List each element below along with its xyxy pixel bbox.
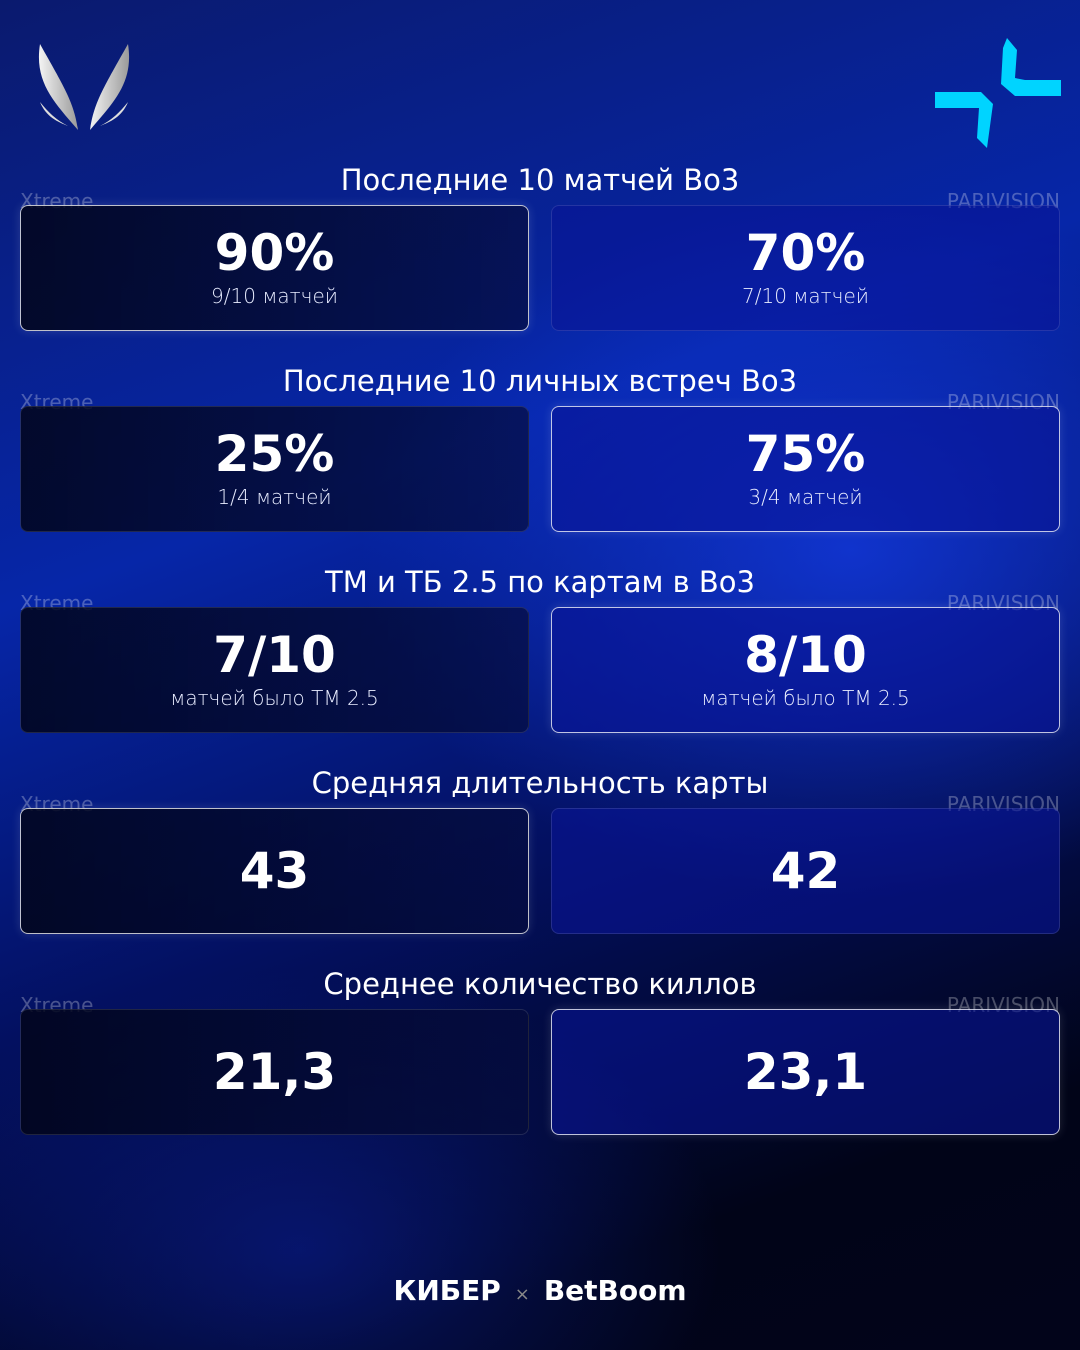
stat-section: Среднее количество киллов Xtreme PARIVIS… — [20, 967, 1060, 1175]
kiber-logo: КИБЕР — [393, 1274, 501, 1307]
stat-subtext: 1/4 матчей — [217, 485, 332, 509]
stat-value: 43 — [239, 842, 310, 900]
stat-subtext: матчей было ТМ 2.5 — [701, 686, 910, 710]
parivision-logo — [935, 38, 1061, 154]
stat-value: 21,3 — [212, 1043, 337, 1101]
stat-subtext: 7/10 матчей — [742, 284, 869, 308]
footer-brands: КИБЕР × BetBoom — [0, 1274, 1080, 1307]
section-title: ТМ и ТБ 2.5 по картам в Bo3 — [325, 565, 755, 599]
stat-section: Средняя длительность карты Xtreme PARIVI… — [20, 766, 1060, 974]
stat-section: ТМ и ТБ 2.5 по картам в Bo3 Xtreme PARIV… — [20, 565, 1060, 773]
stat-card-right: 8/10 матчей было ТМ 2.5 — [551, 607, 1060, 733]
section-title: Средняя длительность карты — [311, 766, 769, 800]
stat-card-right: 42 — [551, 808, 1060, 934]
stat-value: 23,1 — [743, 1043, 868, 1101]
stat-card-right: 23,1 — [551, 1009, 1060, 1135]
stat-card-left: 25% 1/4 матчей — [20, 406, 529, 532]
stat-value: 8/10 — [744, 626, 867, 684]
stat-subtext: 3/4 матчей — [748, 485, 863, 509]
stat-card-right: 75% 3/4 матчей — [551, 406, 1060, 532]
betboom-logo: BetBoom — [543, 1274, 687, 1307]
stat-subtext: 9/10 матчей — [211, 284, 338, 308]
stat-card-left: 43 — [20, 808, 529, 934]
stat-value: 90% — [214, 224, 335, 282]
stat-value: 7/10 — [213, 626, 336, 684]
section-title: Среднее количество киллов — [323, 967, 757, 1001]
stat-card-left: 90% 9/10 матчей — [20, 205, 529, 331]
section-title: Последние 10 матчей Bo3 — [340, 163, 740, 197]
stat-card-left: 21,3 — [20, 1009, 529, 1135]
stat-value: 75% — [745, 425, 866, 483]
stat-subtext: матчей было ТМ 2.5 — [170, 686, 379, 710]
stat-card-right: 70% 7/10 матчей — [551, 205, 1060, 331]
stat-section: Последние 10 матчей Bo3 Xtreme PARIVISIO… — [20, 163, 1060, 371]
stat-value: 25% — [214, 425, 335, 483]
separator: × — [514, 1284, 530, 1305]
stat-value: 42 — [770, 842, 841, 900]
stat-card-left: 7/10 матчей было ТМ 2.5 — [20, 607, 529, 733]
xtreme-logo — [34, 42, 134, 138]
section-title: Последние 10 личных встреч Bo3 — [282, 364, 798, 398]
stat-section: Последние 10 личных встреч Bo3 Xtreme PA… — [20, 364, 1060, 572]
stat-value: 70% — [745, 224, 866, 282]
